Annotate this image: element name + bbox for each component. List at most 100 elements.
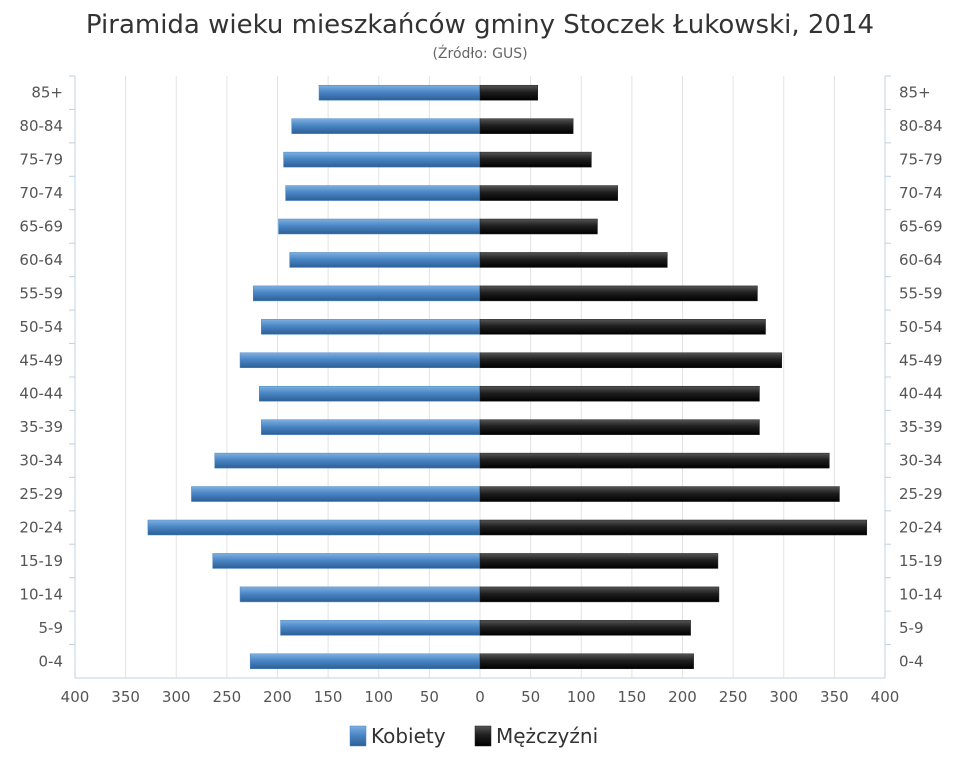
age-label-right: 0-4 xyxy=(899,652,924,670)
bar-female[interactable] xyxy=(318,84,481,101)
bars xyxy=(147,84,868,670)
x-tick-label: 150 xyxy=(618,688,647,706)
age-label-left: 35-39 xyxy=(19,418,63,436)
bar-male[interactable] xyxy=(479,185,618,201)
age-label-left: 5-9 xyxy=(39,619,64,637)
x-tick-label: 300 xyxy=(769,688,798,706)
legend-label-kobiety[interactable]: Kobiety xyxy=(371,724,446,748)
age-label-left: 50-54 xyxy=(19,318,63,336)
x-tick-label: 0 xyxy=(475,688,485,706)
age-label-right: 60-64 xyxy=(899,251,943,269)
age-label-left: 10-14 xyxy=(19,585,63,603)
bar-male[interactable] xyxy=(479,620,691,636)
x-tick-label: 400 xyxy=(871,688,900,706)
bar-female[interactable] xyxy=(285,185,481,201)
age-label-right: 65-69 xyxy=(899,218,943,236)
bar-male[interactable] xyxy=(479,252,668,268)
grid-lines xyxy=(69,75,891,679)
x-tick-label: 50 xyxy=(420,688,439,706)
bar-female[interactable] xyxy=(261,319,481,335)
x-tick-label: 100 xyxy=(567,688,596,706)
bar-male[interactable] xyxy=(479,419,760,435)
bar-male[interactable] xyxy=(479,285,758,302)
bar-female[interactable] xyxy=(214,452,481,469)
bar-female[interactable] xyxy=(261,419,481,435)
x-tick-label: 350 xyxy=(111,688,140,706)
bar-male[interactable] xyxy=(479,319,766,335)
bar-male[interactable] xyxy=(479,452,830,469)
x-tick-label: 300 xyxy=(162,688,191,706)
bar-male[interactable] xyxy=(479,352,782,369)
bar-male[interactable] xyxy=(479,218,598,235)
bar-male[interactable] xyxy=(479,486,840,502)
age-label-right: 85+ xyxy=(899,84,931,102)
bar-male[interactable] xyxy=(479,519,868,536)
bar-female[interactable] xyxy=(249,653,481,670)
x-axis-ticks: 400 350 300 250 200 150 100 50 0 50 100 150 200 250 30… xyxy=(61,688,900,706)
x-tick-label: 100 xyxy=(364,688,393,706)
bar-female[interactable] xyxy=(252,285,481,302)
age-label-right: 30-34 xyxy=(899,452,943,470)
legend-swatch-mezczyzni[interactable] xyxy=(474,725,492,747)
bar-male[interactable] xyxy=(479,118,574,134)
age-label-right: 45-49 xyxy=(899,351,943,369)
bar-female[interactable] xyxy=(289,252,481,268)
age-label-left: 45-49 xyxy=(19,351,63,369)
age-label-left: 0-4 xyxy=(39,652,64,670)
age-label-left: 20-24 xyxy=(19,519,63,537)
legend[interactable]: Kobiety Mężczyźni xyxy=(349,724,598,748)
x-tick-label: 150 xyxy=(314,688,343,706)
age-label-left: 55-59 xyxy=(19,284,63,302)
age-label-right: 55-59 xyxy=(899,284,943,302)
legend-label-mezczyzni[interactable]: Mężczyźni xyxy=(496,724,598,748)
age-label-left: 80-84 xyxy=(19,117,63,135)
age-label-right: 5-9 xyxy=(899,619,924,637)
x-tick-label: 350 xyxy=(820,688,849,706)
bar-male[interactable] xyxy=(479,84,538,101)
age-label-left: 25-29 xyxy=(19,485,63,503)
age-label-right: 40-44 xyxy=(899,385,943,403)
bar-male[interactable] xyxy=(479,151,592,168)
bar-female[interactable] xyxy=(191,486,481,502)
age-label-left: 60-64 xyxy=(19,251,63,269)
bar-female[interactable] xyxy=(147,519,481,536)
age-label-right: 10-14 xyxy=(899,585,943,603)
x-tick-label: 250 xyxy=(719,688,748,706)
bar-male[interactable] xyxy=(479,385,760,402)
chart-title: Piramida wieku mieszkańców gminy Stoczek… xyxy=(86,10,874,40)
age-label-right: 35-39 xyxy=(899,418,943,436)
legend-swatch-kobiety[interactable] xyxy=(349,725,367,747)
x-tick-label: 200 xyxy=(668,688,697,706)
age-label-left: 15-19 xyxy=(19,552,63,570)
bar-male[interactable] xyxy=(479,553,719,569)
age-label-left: 30-34 xyxy=(19,452,63,470)
bar-female[interactable] xyxy=(291,118,481,134)
bar-female[interactable] xyxy=(259,385,481,402)
category-labels: 85+ 85+ 80-84 80-84 75-79 75-79 70-74 70-74 65-6… xyxy=(19,84,942,671)
chart-subtitle: (Źródło: GUS) xyxy=(432,44,527,62)
age-label-right: 70-74 xyxy=(899,184,943,202)
x-tick-label: 200 xyxy=(263,688,292,706)
x-tick-label: 400 xyxy=(61,688,90,706)
age-label-right: 25-29 xyxy=(899,485,943,503)
age-label-left: 70-74 xyxy=(19,184,63,202)
bar-female[interactable] xyxy=(239,352,481,369)
bar-female[interactable] xyxy=(212,553,481,569)
bar-female[interactable] xyxy=(283,151,481,168)
bar-female[interactable] xyxy=(278,218,481,235)
bar-male[interactable] xyxy=(479,586,720,603)
bar-female[interactable] xyxy=(239,586,481,603)
age-label-left: 75-79 xyxy=(19,151,63,169)
age-label-right: 20-24 xyxy=(899,519,943,537)
age-label-right: 80-84 xyxy=(899,117,943,135)
age-label-right: 50-54 xyxy=(899,318,943,336)
bar-male[interactable] xyxy=(479,653,694,670)
bar-female[interactable] xyxy=(280,620,481,636)
x-tick-label: 50 xyxy=(521,688,540,706)
age-label-left: 65-69 xyxy=(19,218,63,236)
age-label-right: 15-19 xyxy=(899,552,943,570)
x-tick-label: 250 xyxy=(213,688,242,706)
age-label-right: 75-79 xyxy=(899,151,943,169)
